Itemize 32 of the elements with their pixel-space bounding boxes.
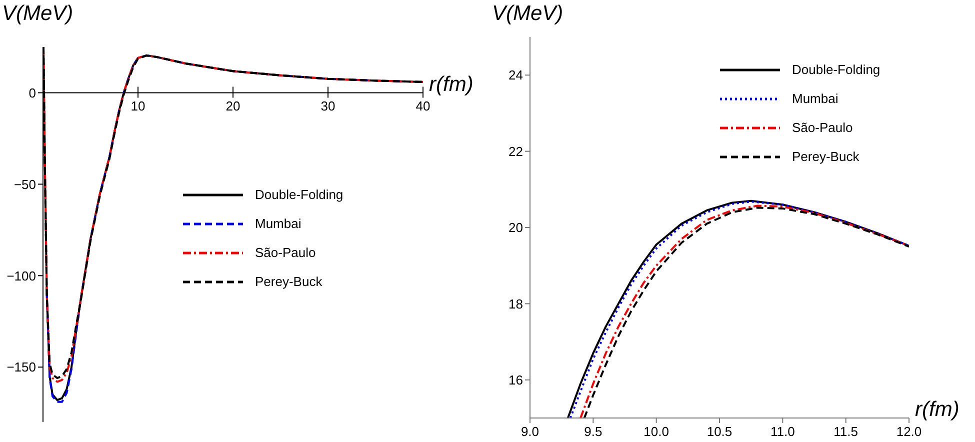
y-tick-label: 20 [508,220,523,236]
y-tick-label: 0 [28,85,36,100]
x-tick-label: 11.0 [770,424,795,439]
x-tick-label: 10 [130,98,146,114]
legend-label: Perey-Buck [255,274,322,289]
legend-label: São-Paulo [792,120,853,135]
legend-label: Mumbai [255,216,302,231]
y-tick-label: 18 [508,296,523,312]
legend-label: Mumbai [792,91,838,106]
x-tick-label: 11.5 [834,424,858,439]
legend-label: São-Paulo [255,245,316,260]
y-tick-label: 24 [508,68,523,83]
y-tick-label: −150 [6,360,36,375]
x-axis-title: r(fm) [429,72,474,97]
x-tick-label: 12.0 [896,424,922,439]
x-axis-title: r(fm) [915,398,960,422]
y-axis-title: V(MeV) [2,2,74,26]
y-tick-label: −100 [6,268,36,284]
x-tick-label: 20 [226,98,240,114]
y-axis-title: V(MeV) [492,2,564,26]
legend-label: Double-Folding [792,62,880,77]
y-tick-label: 16 [508,372,523,388]
y-tick-label: −50 [14,176,36,192]
x-tick-label: 9.0 [520,424,540,439]
legend-label: Perey-Buck [792,149,860,164]
x-tick-label: 9.5 [584,424,602,439]
x-tick-label: 10.0 [644,424,669,439]
x-tick-label: 30 [320,98,336,114]
x-tick-label: 40 [416,98,430,114]
y-tick-label: 22 [508,144,523,159]
legend-label: Double-Folding [255,187,344,202]
x-tick-label: 10.5 [706,424,732,439]
